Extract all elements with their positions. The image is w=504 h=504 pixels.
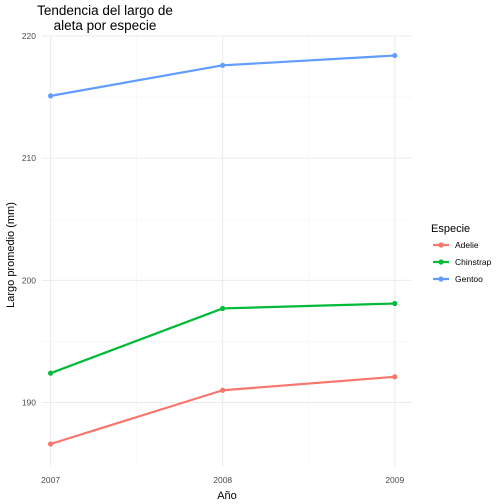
data-point-chinstrap (48, 370, 54, 376)
legend: Especie Adelie Chinstrap Gentoo (431, 223, 492, 284)
data-point-chinstrap (392, 300, 398, 307)
legend-key-point-gentoo (438, 276, 444, 282)
chart-title-line-1: Tendencia del largo de (37, 3, 173, 18)
legend-label-gentoo: Gentoo (455, 274, 483, 284)
data-point-gentoo (220, 62, 226, 68)
y-tick-label: 220 (22, 31, 36, 41)
data-point-adelie (392, 374, 398, 380)
data-point-gentoo (48, 93, 54, 99)
legend-item-gentoo: Gentoo (433, 274, 483, 284)
x-tick-label: 2008 (213, 475, 232, 485)
series-chinstrap (48, 300, 398, 376)
legend-key-point-adelie (438, 242, 444, 248)
x-tick-label: 2009 (385, 475, 404, 485)
legend-items: Adelie Chinstrap Gentoo (433, 240, 492, 284)
series-adelie (48, 374, 398, 447)
y-tick-label: 210 (22, 153, 36, 163)
series-group (48, 52, 398, 447)
data-point-adelie (48, 441, 54, 447)
grid (42, 35, 412, 466)
legend-item-chinstrap: Chinstrap (433, 257, 492, 267)
chart-title-line-2: aleta por especie (54, 18, 157, 33)
legend-item-adelie: Adelie (433, 240, 479, 250)
data-point-chinstrap (220, 305, 226, 312)
series-gentoo (48, 52, 398, 99)
x-tick-label: 2007 (41, 475, 60, 485)
legend-label-adelie: Adelie (455, 240, 479, 250)
legend-label-chinstrap: Chinstrap (455, 257, 492, 267)
x-axis-ticks: 2007 2008 2009 (41, 475, 404, 485)
data-point-adelie (220, 387, 226, 393)
y-axis-title: Largo promedio (mm) (5, 202, 17, 308)
x-axis-title: Año (217, 490, 237, 502)
legend-title: Especie (431, 223, 470, 235)
data-point-gentoo (392, 52, 398, 59)
y-axis-ticks: 190 200 210 220 (22, 31, 36, 407)
y-tick-label: 200 (22, 275, 36, 285)
legend-key-point-chinstrap (438, 259, 444, 265)
y-tick-label: 190 (22, 397, 36, 407)
